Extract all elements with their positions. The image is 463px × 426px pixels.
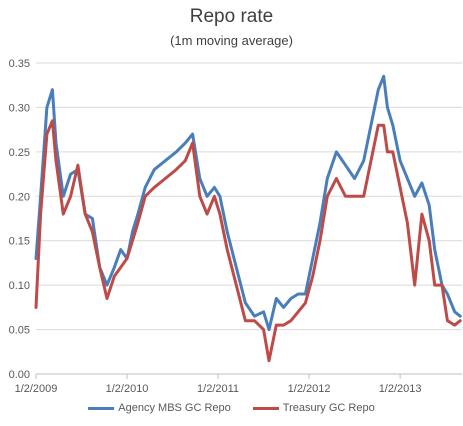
- x-tick-label: 1/2/2012: [288, 383, 331, 395]
- legend: Agency MBS GC Repo Treasury GC Repo: [0, 402, 463, 414]
- y-tick-label: 0.30: [9, 102, 30, 114]
- y-tick-label: 0.05: [9, 325, 30, 337]
- x-tick-label: 1/2/2009: [15, 383, 58, 395]
- chart-title: Repo rate: [189, 6, 274, 27]
- chart-subtitle: (1m moving average): [170, 33, 293, 48]
- x-tick-label: 1/2/2013: [379, 383, 422, 395]
- x-tick-label: 1/2/2010: [106, 383, 149, 395]
- y-tick-label: 0.10: [9, 280, 30, 292]
- legend-label-treasury: Treasury GC Repo: [282, 402, 375, 414]
- x-tick-label: 1/2/2011: [197, 383, 239, 395]
- legend-item-agency: Agency MBS GC Repo: [88, 402, 231, 414]
- series-line-agency-mbs: [34, 74, 462, 332]
- y-tick-label: 0.25: [9, 147, 30, 159]
- y-tick-label: 0.20: [9, 191, 30, 203]
- series-line-treasury: [34, 119, 462, 363]
- y-tick-label: 0.35: [9, 58, 30, 70]
- legend-swatch-agency: [88, 406, 115, 410]
- legend-label-agency: Agency MBS GC Repo: [118, 402, 231, 414]
- legend-swatch-treasury: [252, 406, 279, 410]
- y-tick-label: 0.00: [9, 369, 30, 381]
- legend-item-treasury: Treasury GC Repo: [252, 402, 375, 414]
- y-tick-label: 0.15: [9, 236, 30, 248]
